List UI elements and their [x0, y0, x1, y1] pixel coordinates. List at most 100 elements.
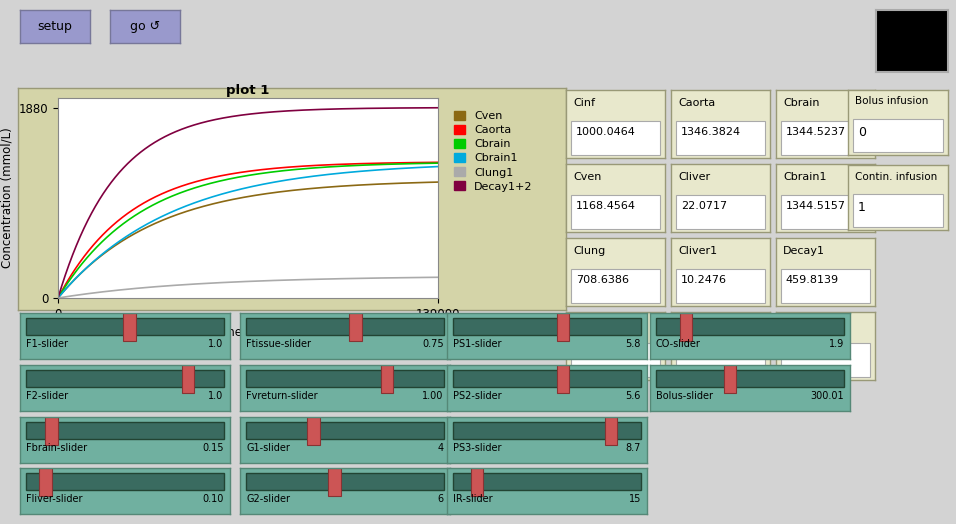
Text: G1-slider: G1-slider	[247, 443, 291, 453]
Bar	[123, 313, 136, 341]
Text: 1344.5237: 1344.5237	[786, 127, 846, 137]
FancyBboxPatch shape	[781, 343, 870, 377]
Bar	[471, 468, 483, 496]
Bar	[27, 422, 224, 439]
Y-axis label: Concentration (mmol/L): Concentration (mmol/L)	[0, 128, 13, 268]
FancyBboxPatch shape	[676, 121, 765, 155]
Text: Caorta: Caorta	[678, 98, 715, 108]
Text: Ftissue-slider: Ftissue-slider	[247, 339, 312, 349]
Text: 0.15: 0.15	[203, 443, 224, 453]
Text: 0: 0	[858, 126, 866, 139]
Text: Cliver: Cliver	[678, 172, 710, 182]
Bar	[27, 473, 224, 490]
Bar	[349, 313, 361, 341]
Bar	[656, 318, 844, 335]
FancyBboxPatch shape	[676, 194, 765, 228]
Bar	[680, 313, 692, 341]
Bar	[27, 318, 224, 335]
Bar	[307, 417, 320, 444]
Text: go ↺: go ↺	[130, 20, 160, 33]
FancyBboxPatch shape	[781, 121, 870, 155]
Text: Ctissue2: Ctissue2	[678, 320, 726, 330]
Text: G2-slider: G2-slider	[247, 494, 291, 504]
FancyBboxPatch shape	[781, 194, 870, 228]
Bar	[182, 365, 194, 392]
Text: 300.01: 300.01	[811, 391, 844, 401]
Text: Bolus-slider: Bolus-slider	[656, 391, 713, 401]
X-axis label: Time (ticks): Time (ticks)	[213, 326, 283, 339]
FancyBboxPatch shape	[853, 119, 943, 152]
Text: 5.6: 5.6	[625, 391, 641, 401]
Text: 1.00: 1.00	[423, 391, 444, 401]
Text: 5.8: 5.8	[625, 339, 641, 349]
Bar	[453, 318, 641, 335]
Text: Cven: Cven	[573, 172, 601, 182]
FancyBboxPatch shape	[571, 269, 660, 302]
Text: Decay1: Decay1	[783, 246, 825, 256]
Text: 218.414: 218.414	[576, 349, 622, 359]
Title: plot 1: plot 1	[227, 84, 270, 97]
Text: 8.7: 8.7	[625, 443, 641, 453]
Bar	[247, 369, 444, 387]
Text: 0.10: 0.10	[203, 494, 224, 504]
Legend: Cven, Caorta, Cbrain, Cbrain1, Clung1, Decay1+2: Cven, Caorta, Cbrain, Cbrain1, Clung1, D…	[453, 110, 533, 193]
Text: 1.9: 1.9	[829, 339, 844, 349]
FancyBboxPatch shape	[853, 194, 943, 227]
Text: Fvreturn-slider: Fvreturn-slider	[247, 391, 318, 401]
Text: Contin. infusion: Contin. infusion	[855, 171, 937, 181]
Text: PS2-slider: PS2-slider	[453, 391, 502, 401]
Bar	[27, 369, 224, 387]
Bar	[45, 417, 57, 444]
Bar	[453, 369, 641, 387]
Text: Bolus infusion: Bolus infusion	[855, 96, 928, 106]
Text: 1.0: 1.0	[208, 391, 224, 401]
Text: 1.0: 1.0	[208, 339, 224, 349]
Text: 459.8139: 459.8139	[786, 275, 839, 285]
Bar	[247, 422, 444, 439]
Bar	[247, 473, 444, 490]
Text: Cbrain1: Cbrain1	[783, 172, 826, 182]
Text: Cinf: Cinf	[573, 98, 595, 108]
Text: F1-slider: F1-slider	[27, 339, 68, 349]
Bar	[557, 313, 569, 341]
Text: PS1-slider: PS1-slider	[453, 339, 502, 349]
Text: setup: setup	[37, 20, 73, 33]
Text: PS3-slider: PS3-slider	[453, 443, 502, 453]
FancyBboxPatch shape	[571, 121, 660, 155]
Bar	[380, 365, 393, 392]
Text: 1346.3366: 1346.3366	[681, 349, 741, 359]
Bar	[328, 468, 340, 496]
Bar	[656, 369, 844, 387]
Text: IR-slider: IR-slider	[453, 494, 492, 504]
Text: 10.2476: 10.2476	[681, 275, 727, 285]
FancyBboxPatch shape	[676, 269, 765, 302]
Text: 6: 6	[438, 494, 444, 504]
Text: Fliver-slider: Fliver-slider	[27, 494, 83, 504]
Text: 1: 1	[858, 201, 866, 214]
Bar	[605, 417, 617, 444]
Text: Clung: Clung	[573, 246, 605, 256]
Text: 4: 4	[438, 443, 444, 453]
Text: 22.0717: 22.0717	[681, 201, 727, 211]
Text: 1323.5408: 1323.5408	[786, 349, 846, 359]
Text: Decay2: Decay2	[783, 320, 825, 330]
Text: Cbrain: Cbrain	[783, 98, 819, 108]
Bar	[39, 468, 52, 496]
Text: 0.75: 0.75	[423, 339, 444, 349]
FancyBboxPatch shape	[571, 194, 660, 228]
Text: CO-slider: CO-slider	[656, 339, 701, 349]
Text: 15: 15	[629, 494, 641, 504]
Bar	[453, 473, 641, 490]
Bar	[247, 318, 444, 335]
Text: 1168.4564: 1168.4564	[576, 201, 636, 211]
Text: Clung1: Clung1	[573, 320, 612, 330]
Text: F2-slider: F2-slider	[27, 391, 69, 401]
Text: 708.6386: 708.6386	[576, 275, 629, 285]
Text: 1346.3824: 1346.3824	[681, 127, 741, 137]
FancyBboxPatch shape	[781, 269, 870, 302]
FancyBboxPatch shape	[571, 343, 660, 377]
FancyBboxPatch shape	[676, 343, 765, 377]
Text: 1344.5157: 1344.5157	[786, 201, 846, 211]
Bar	[724, 365, 736, 392]
Text: Fbrain-slider: Fbrain-slider	[27, 443, 87, 453]
